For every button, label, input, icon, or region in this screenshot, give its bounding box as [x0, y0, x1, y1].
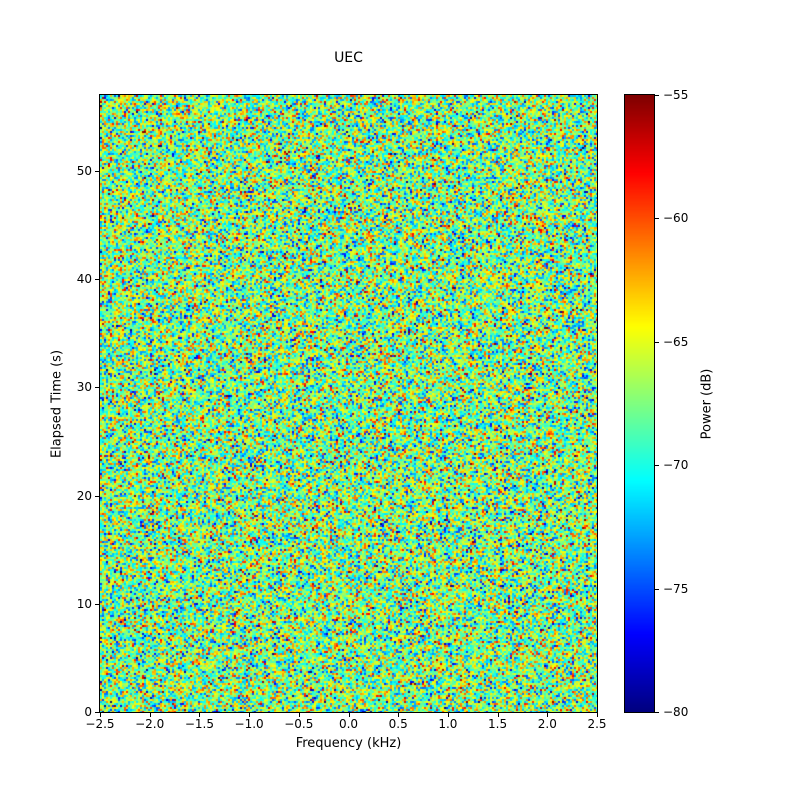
colorbar-tick-label: −70 — [663, 458, 689, 473]
colorbar-tick — [655, 218, 659, 220]
colorbar-label: Power (dB) — [699, 368, 715, 439]
colorbar-tick — [655, 712, 659, 713]
y-tick — [95, 495, 99, 497]
x-tick-label: 2.0 — [537, 717, 557, 731]
y-tick-label: 0 — [84, 705, 92, 719]
y-tick-label: 30 — [76, 380, 92, 395]
x-axis-label: Frequency (kHz) — [295, 736, 402, 751]
y-tick-label: 20 — [76, 488, 92, 503]
x-tick-label: −1.5 — [184, 717, 214, 731]
chart-title: UEC — [334, 50, 363, 66]
colorbar-tick — [655, 341, 659, 343]
spectrogram-heatmap — [100, 95, 597, 712]
x-tick — [398, 713, 400, 717]
y-tick-label: 10 — [76, 596, 92, 611]
y-tick — [95, 712, 99, 713]
x-tick — [597, 713, 598, 717]
plot-area-frame — [99, 94, 598, 713]
x-tick — [298, 713, 300, 717]
colorbar-tick-label: −55 — [663, 88, 689, 102]
y-tick — [95, 387, 99, 389]
colorbar-tick — [655, 465, 659, 467]
x-tick-label: 0.0 — [338, 717, 359, 731]
x-tick — [199, 713, 201, 717]
y-tick — [95, 603, 99, 605]
y-axis-label: Elapsed Time (s) — [49, 349, 65, 458]
x-tick-label: 1.0 — [438, 717, 458, 731]
x-tick — [497, 713, 499, 717]
colorbar-tick-label: −65 — [663, 334, 689, 349]
y-tick — [95, 279, 99, 281]
x-tick — [447, 713, 449, 717]
colorbar-gradient — [625, 95, 654, 712]
y-tick-label: 50 — [76, 163, 92, 178]
x-tick-label: 0.5 — [388, 717, 408, 731]
x-tick — [149, 713, 151, 717]
y-tick-label: 40 — [76, 272, 92, 287]
x-tick-label: −0.5 — [284, 717, 314, 731]
colorbar-tick-label: −75 — [663, 581, 689, 596]
colorbar-tick — [655, 588, 659, 590]
x-tick — [547, 713, 549, 717]
colorbar-frame — [624, 94, 655, 713]
x-tick-label: −1.0 — [234, 717, 264, 731]
x-tick-label: −2.5 — [85, 717, 115, 731]
x-tick — [249, 713, 251, 717]
colorbar-tick-label: −60 — [663, 211, 689, 226]
x-tick — [348, 713, 350, 717]
colorbar-tick — [655, 95, 659, 96]
y-tick — [95, 170, 99, 172]
x-tick-label: −2.0 — [135, 717, 165, 731]
x-tick — [100, 713, 101, 717]
x-tick-label: 1.5 — [488, 717, 508, 731]
x-tick-label: 2.5 — [587, 717, 607, 731]
colorbar-tick-label: −80 — [663, 705, 689, 719]
